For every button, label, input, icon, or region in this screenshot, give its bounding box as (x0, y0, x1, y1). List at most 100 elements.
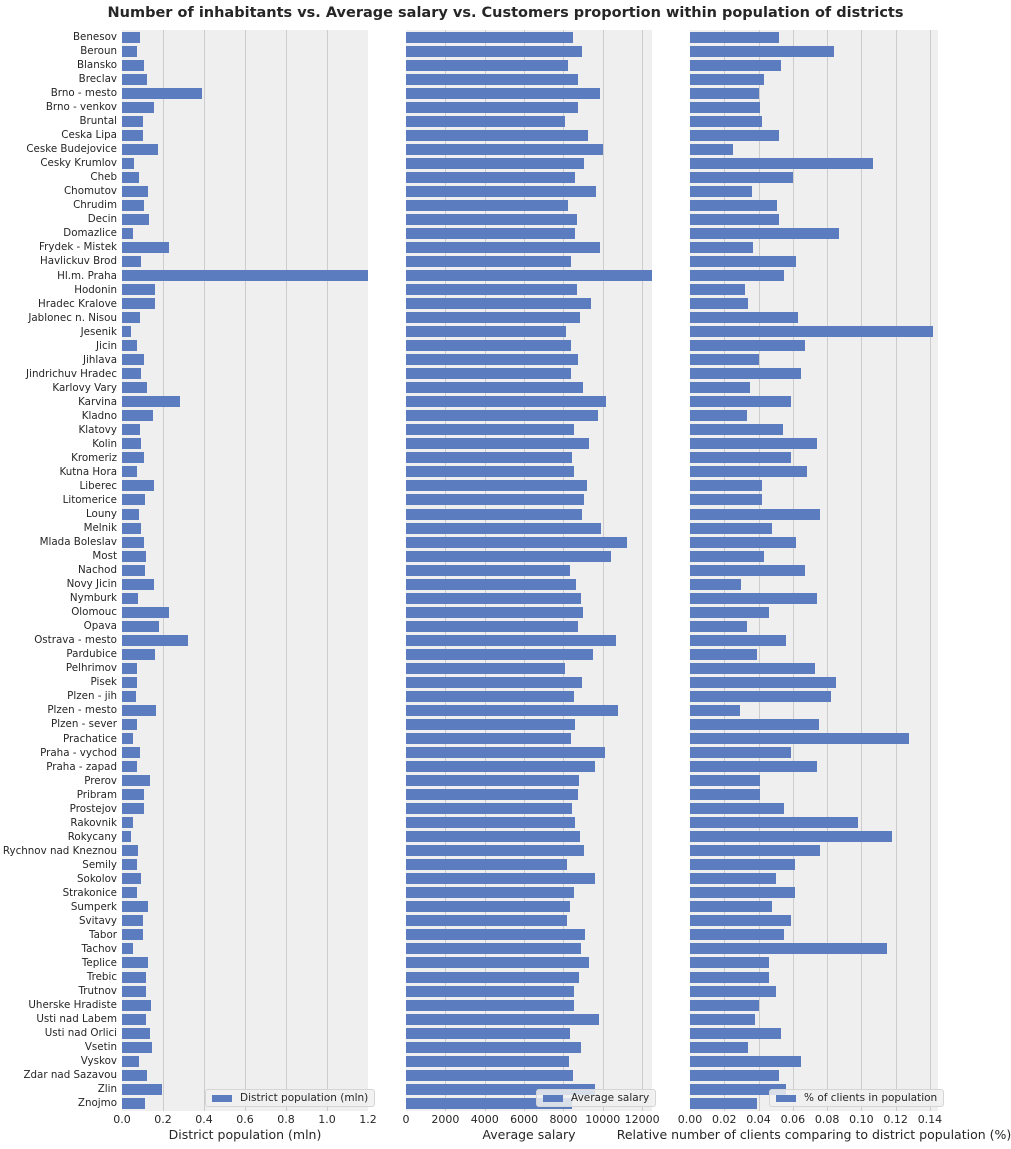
bar (406, 634, 617, 646)
bar (690, 45, 834, 57)
bar (122, 143, 159, 155)
bar (406, 452, 573, 464)
x-tick-label: 0.00 (677, 1113, 703, 1126)
bar (122, 718, 137, 730)
population-xlabel: District population (mln) (168, 1127, 322, 1142)
bar (122, 957, 149, 969)
district-label: Trebic (86, 971, 117, 983)
bar (690, 31, 780, 43)
bar (122, 129, 144, 141)
district-label: Kromeriz (71, 451, 117, 464)
bar (122, 45, 138, 57)
x-tick-label: 0.12 (883, 1113, 908, 1126)
bar (406, 1083, 596, 1095)
bar (406, 396, 607, 408)
bar (406, 943, 582, 955)
bar (690, 199, 778, 211)
bar (406, 312, 581, 324)
bar (690, 859, 795, 871)
bar (406, 354, 578, 366)
district-label: Vsetin (84, 1041, 117, 1054)
bar (690, 803, 785, 815)
bar (122, 1097, 146, 1109)
bar (406, 564, 571, 576)
bar (122, 480, 155, 492)
district-label: Nymburk (69, 592, 117, 605)
bar (690, 985, 776, 997)
bar (690, 999, 759, 1011)
bar (406, 803, 573, 815)
x-tick-label: 4000 (470, 1113, 499, 1126)
bar (122, 115, 144, 127)
bar (690, 255, 797, 267)
district-label: Tachov (81, 942, 117, 955)
district-label: Chrudim (73, 199, 117, 212)
bar (690, 1013, 756, 1025)
bar (690, 241, 754, 253)
x-tick-label: 8000 (549, 1113, 578, 1126)
bar (406, 45, 583, 57)
district-label: Domazlice (63, 227, 117, 240)
bar (122, 775, 151, 787)
x-tick-label: 0.04 (746, 1113, 771, 1126)
bar (122, 270, 368, 281)
legend-swatch-icon (212, 1094, 232, 1102)
gridline (327, 30, 328, 1111)
bar (690, 915, 792, 927)
bar (122, 157, 135, 169)
bar (406, 536, 628, 548)
bar (690, 213, 780, 225)
bar (122, 31, 141, 43)
district-label: Havlickuv Brod (40, 255, 117, 268)
district-label: Opava (83, 620, 117, 633)
district-label: Cesky Krumlov (40, 157, 117, 170)
bar (406, 550, 612, 562)
bar (406, 733, 572, 744)
bar (690, 129, 780, 141)
bar (122, 185, 148, 197)
x-tick-label: 0 (402, 1113, 410, 1126)
bar (690, 452, 792, 464)
bar (122, 73, 148, 85)
district-label: Pardubice (66, 648, 117, 661)
bar (406, 789, 578, 801)
bar (690, 185, 752, 197)
bar (122, 326, 131, 338)
bar (406, 1055, 570, 1067)
bar (406, 775, 580, 787)
bar (406, 1027, 571, 1039)
bar (406, 410, 599, 422)
bar (690, 101, 761, 113)
bar (406, 985, 575, 997)
bar (406, 901, 571, 913)
bar (122, 915, 144, 927)
bar (406, 690, 575, 702)
bar (690, 775, 761, 787)
x-tick-label: 0.8 (277, 1113, 295, 1126)
district-label: Strakonice (62, 886, 117, 899)
district-label: Olomouc (71, 606, 117, 619)
bar (690, 606, 769, 618)
bar (122, 648, 156, 660)
district-label: Sumperk (70, 900, 117, 913)
district-label: Praha - zapad (46, 760, 117, 773)
district-label: Uherske Hradiste (28, 999, 117, 1012)
population-legend: District population (mln) (205, 1089, 376, 1107)
bar (122, 747, 141, 759)
bar (122, 199, 144, 211)
district-label: Ceska Lipa (61, 129, 117, 142)
bar (122, 284, 156, 296)
bar (690, 704, 740, 716)
bar (690, 789, 761, 801)
district-label: Karvina (78, 395, 117, 408)
salary-legend: Average salary (536, 1089, 657, 1107)
bar (122, 676, 137, 688)
gridline (861, 30, 863, 1111)
bar (690, 87, 759, 99)
bar (690, 957, 769, 969)
legend-label: District population (mln) (240, 1092, 369, 1104)
bar (690, 592, 817, 604)
bar (406, 761, 596, 773)
bar (690, 270, 785, 281)
bar (122, 1069, 148, 1081)
